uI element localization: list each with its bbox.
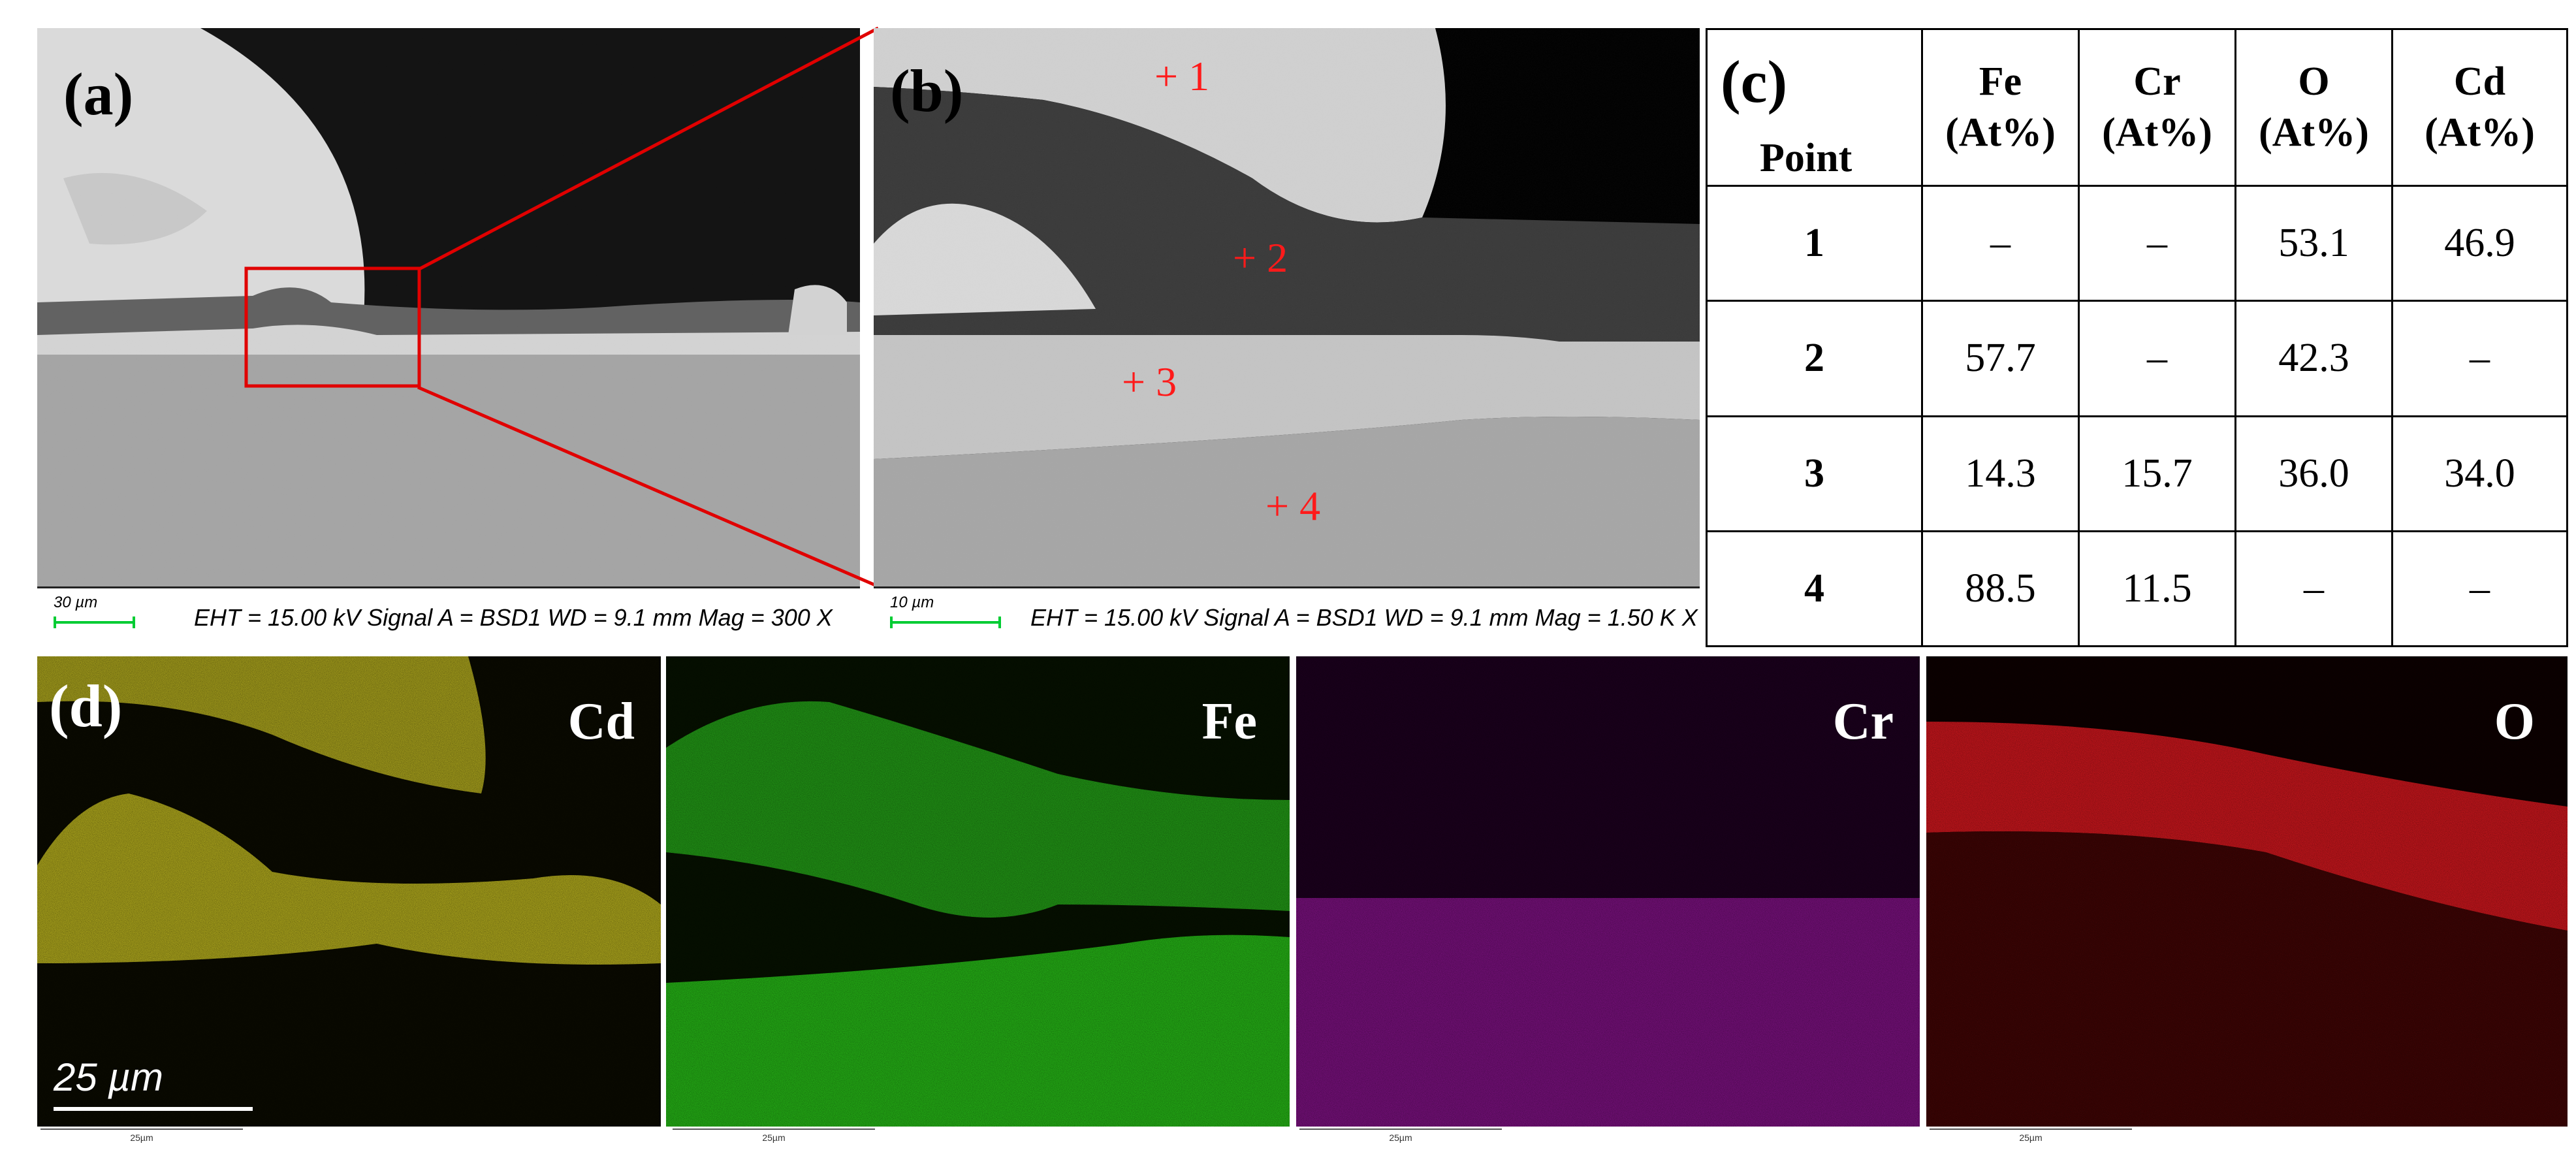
composition-table: (c) Point Fe (At%) Cr (At%) O (At%) Cd (…: [1706, 28, 2568, 648]
point-marker-4: + 4: [1265, 483, 1321, 529]
eds-map-fe: Fe: [666, 656, 1290, 1127]
map-scale-fe: 25µm: [673, 1129, 875, 1143]
header-cd: Cd (At%): [2391, 28, 2568, 187]
sem-info-b: EHT = 15.00 kV Signal A = BSD1 WD = 9.1 …: [1030, 604, 1698, 631]
element-label-cr: Cr: [1832, 693, 1894, 750]
table-row: 2 57.7 – 42.3 –: [1706, 300, 2568, 417]
scalebar-label-d: 25 µm: [54, 1055, 163, 1099]
point-marker-2: + 2: [1233, 234, 1288, 281]
panel-c-composition-table: (c) Point Fe (At%) Cr (At%) O (At%) Cd (…: [1706, 28, 2568, 649]
header-fe: Fe (At%): [1921, 28, 2080, 187]
scalebar-b: [890, 621, 1001, 624]
info-bar-b: 10 µm EHT = 15.00 kV Signal A = BSD1 WD …: [874, 586, 1700, 642]
element-label-o: O: [2494, 693, 2535, 750]
panel-label-a: (a): [63, 61, 134, 127]
point-marker-3: + 3: [1122, 359, 1177, 405]
panel-a-sem-image: 30 µm EHT = 15.00 kV Signal A = BSD1 WD …: [37, 28, 860, 642]
panel-b-sem-image: (b) + 1 + 2 + 3 + 4 10 µm EHT = 15.00 kV…: [874, 28, 1700, 642]
panel-label-c: (c): [1721, 48, 1788, 115]
sem-image-b: [874, 28, 1700, 586]
table-row: 1 – – 53.1 46.9: [1706, 184, 2568, 302]
element-label-cd: Cd: [567, 693, 635, 750]
header-o: O (At%): [2234, 28, 2393, 187]
header-point-label: Point: [1760, 136, 1852, 180]
table-row: 4 88.5 11.5 – –: [1706, 530, 2568, 648]
info-bar-a: 30 µm EHT = 15.00 kV Signal A = BSD1 WD …: [37, 586, 860, 642]
panel-label-b: (b): [890, 57, 964, 124]
point-marker-1: + 1: [1154, 53, 1210, 99]
scalebar-a: [54, 621, 135, 624]
sem-image-a: [37, 28, 860, 586]
element-label-fe: Fe: [1201, 693, 1257, 750]
map-scale-o: 25µm: [1930, 1129, 2132, 1143]
scalebar-label-b: 10 µm: [890, 594, 934, 611]
scalebar-label-a: 30 µm: [54, 594, 98, 611]
table-row: 3 14.3 15.7 36.0 34.0: [1706, 415, 2568, 532]
map-scale-cd: 25µm: [40, 1129, 243, 1143]
eds-map-cd: (d) Cd 25 µm: [37, 656, 661, 1127]
header-point: (c) Point: [1706, 28, 1923, 187]
panel-label-d: (d): [49, 673, 123, 739]
header-cr: Cr (At%): [2078, 28, 2236, 187]
map-scale-cr: 25µm: [1299, 1129, 1502, 1143]
scalebar-d: [54, 1107, 253, 1111]
sem-info-a: EHT = 15.00 kV Signal A = BSD1 WD = 9.1 …: [194, 604, 833, 631]
eds-map-o: O: [1926, 656, 2568, 1127]
eds-map-cr: Cr: [1296, 656, 1920, 1127]
